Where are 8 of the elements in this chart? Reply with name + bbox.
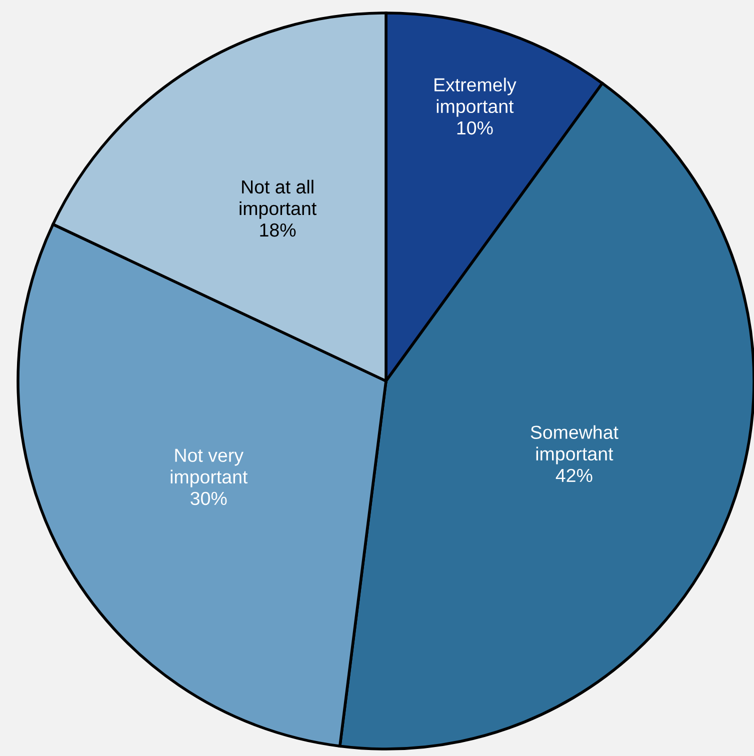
slice-label: Not very important xyxy=(170,448,248,488)
data-label: 18% xyxy=(260,223,296,237)
slice-label: Extremely important xyxy=(434,78,516,117)
data-label: 10% xyxy=(457,121,493,135)
data-label: 42% xyxy=(556,468,592,482)
slice-label: Not at all important xyxy=(240,180,316,219)
slice-label: Somewhat important xyxy=(530,425,618,464)
data-label: 30% xyxy=(190,492,227,506)
